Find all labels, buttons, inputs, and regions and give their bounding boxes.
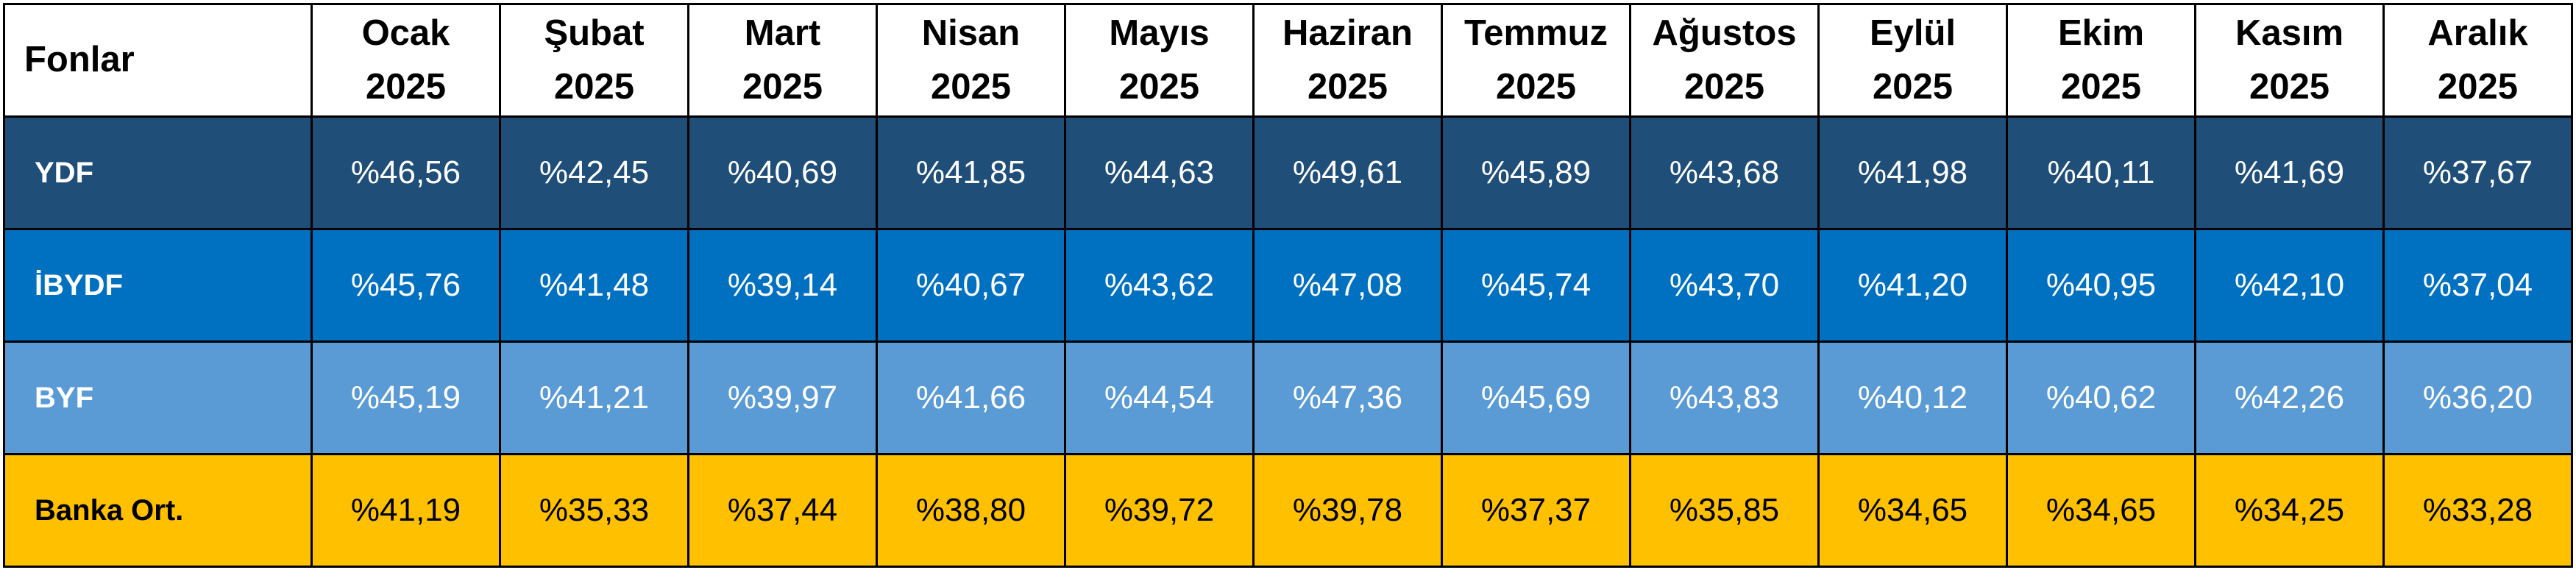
- return-value-cell: %41,48: [499, 228, 689, 343]
- header-month-7: Ağustos 2025: [1629, 3, 1820, 118]
- header-month-year: 2025: [365, 67, 446, 107]
- return-value-cell: %45,19: [311, 341, 501, 455]
- table-row: BYF %45,19 %41,21 %39,97 %41,66 %44,54 %47,36%…: [3, 341, 2573, 455]
- header-month-5: Haziran 2025: [1252, 3, 1443, 118]
- fund-returns-table: Fonlar Ocak 2025 Şubat 2025 Mart 2025 Nisan 202…: [3, 3, 2573, 568]
- return-value-cell: %41,20: [1817, 228, 2008, 343]
- table-row: Banka Ort. %41,19 %35,33 %37,44 %38,80 %39,72…: [3, 453, 2573, 568]
- header-month-name: Ocak: [361, 13, 450, 53]
- header-month-0: Ocak 2025: [311, 3, 501, 118]
- header-month-9: Ekim 2025: [2006, 3, 2196, 118]
- return-value-cell: %47,36: [1252, 341, 1443, 455]
- return-value-cell: %43,68: [1629, 115, 1820, 230]
- return-value-cell: %39,72: [1064, 453, 1255, 568]
- header-row: Fonlar Ocak 2025 Şubat 2025 Mart 2025 Nisan 202…: [3, 3, 2573, 118]
- table-body: YDF %46,56 %42,45 %40,69 %41,85 %44,63 %49,61%…: [3, 115, 2573, 568]
- header-month-year: 2025: [930, 67, 1011, 107]
- header-funds-label: Fonlar: [3, 3, 313, 118]
- return-value-cell: %40,95: [2006, 228, 2196, 343]
- return-value-cell: %45,89: [1441, 115, 1631, 230]
- header-month-year: 2025: [1495, 67, 1576, 107]
- header-month-year: 2025: [742, 67, 823, 107]
- header-month-name: Kasım: [2235, 13, 2344, 53]
- return-value-cell: %37,67: [2382, 115, 2573, 230]
- return-value-cell: %34,25: [2194, 453, 2385, 568]
- header-month-year: 2025: [1307, 67, 1388, 107]
- return-value-cell: %35,33: [499, 453, 689, 568]
- fund-name-cell: BYF: [3, 341, 313, 455]
- fund-name-cell: Banka Ort.: [3, 453, 313, 568]
- header-month-name: Mart: [744, 13, 821, 53]
- header-month-4: Mayıs 2025: [1064, 3, 1255, 118]
- header-month-year: 2025: [553, 67, 634, 107]
- header-month-year: 2025: [2437, 67, 2518, 107]
- header-month-11: Aralık 2025: [2382, 3, 2573, 118]
- table-row: İBYDF %45,76 %41,48 %39,14 %40,67 %43,62 %47,0…: [3, 228, 2573, 343]
- return-value-cell: %39,14: [687, 228, 878, 343]
- return-value-cell: %34,65: [2006, 453, 2196, 568]
- return-value-cell: %37,04: [2382, 228, 2573, 343]
- return-value-cell: %40,11: [2006, 115, 2196, 230]
- return-value-cell: %35,85: [1629, 453, 1820, 568]
- return-value-cell: %34,65: [1817, 453, 2008, 568]
- return-value-cell: %43,70: [1629, 228, 1820, 343]
- header-month-6: Temmuz 2025: [1441, 3, 1631, 118]
- header-month-3: Nisan 2025: [876, 3, 1066, 118]
- header-month-name: Aralık: [2427, 13, 2528, 53]
- return-value-cell: %41,98: [1817, 115, 2008, 230]
- return-value-cell: %40,62: [2006, 341, 2196, 455]
- header-month-year: 2025: [2060, 67, 2141, 107]
- return-value-cell: %41,69: [2194, 115, 2385, 230]
- return-value-cell: %42,10: [2194, 228, 2385, 343]
- header-month-1: Şubat 2025: [499, 3, 689, 118]
- header-month-10: Kasım 2025: [2194, 3, 2385, 118]
- return-value-cell: %45,69: [1441, 341, 1631, 455]
- header-month-name: Nisan: [921, 13, 1021, 53]
- return-value-cell: %41,66: [876, 341, 1066, 455]
- header-month-name: Eylül: [1869, 13, 1956, 53]
- fund-name-cell: YDF: [3, 115, 313, 230]
- return-value-cell: %43,62: [1064, 228, 1255, 343]
- header-month-year: 2025: [1872, 67, 1953, 107]
- return-value-cell: %44,63: [1064, 115, 1255, 230]
- return-value-cell: %39,78: [1252, 453, 1443, 568]
- return-value-cell: %38,80: [876, 453, 1066, 568]
- return-value-cell: %43,83: [1629, 341, 1820, 455]
- header-month-8: Eylül 2025: [1817, 3, 2008, 118]
- table-row: YDF %46,56 %42,45 %40,69 %41,85 %44,63 %49,61%…: [3, 115, 2573, 230]
- return-value-cell: %36,20: [2382, 341, 2573, 455]
- return-value-cell: %40,12: [1817, 341, 2008, 455]
- return-value-cell: %40,67: [876, 228, 1066, 343]
- return-value-cell: %45,76: [311, 228, 501, 343]
- return-value-cell: %42,26: [2194, 341, 2385, 455]
- header-month-name: Ağustos: [1652, 13, 1797, 53]
- header-month-year: 2025: [1118, 67, 1199, 107]
- return-value-cell: %46,56: [311, 115, 501, 230]
- fund-returns-table-container: Fonlar Ocak 2025 Şubat 2025 Mart 2025 Nisan 202…: [3, 3, 2573, 568]
- return-value-cell: %37,37: [1441, 453, 1631, 568]
- return-value-cell: %41,85: [876, 115, 1066, 230]
- return-value-cell: %49,61: [1252, 115, 1443, 230]
- return-value-cell: %37,44: [687, 453, 878, 568]
- fund-name-cell: İBYDF: [3, 228, 313, 343]
- header-month-2: Mart 2025: [687, 3, 878, 118]
- header-month-name: Şubat: [544, 13, 645, 53]
- return-value-cell: %44,54: [1064, 341, 1255, 455]
- header-month-name: Temmuz: [1463, 13, 1608, 53]
- return-value-cell: %33,28: [2382, 453, 2573, 568]
- header-month-year: 2025: [1683, 67, 1764, 107]
- header-month-name: Ekim: [2057, 13, 2145, 53]
- return-value-cell: %41,19: [311, 453, 501, 568]
- return-value-cell: %39,97: [687, 341, 878, 455]
- return-value-cell: %42,45: [499, 115, 689, 230]
- header-month-name: Mayıs: [1109, 13, 1210, 53]
- header-month-name: Haziran: [1282, 13, 1413, 53]
- return-value-cell: %47,08: [1252, 228, 1443, 343]
- header-month-year: 2025: [2249, 67, 2330, 107]
- return-value-cell: %40,69: [687, 115, 878, 230]
- return-value-cell: %45,74: [1441, 228, 1631, 343]
- return-value-cell: %41,21: [499, 341, 689, 455]
